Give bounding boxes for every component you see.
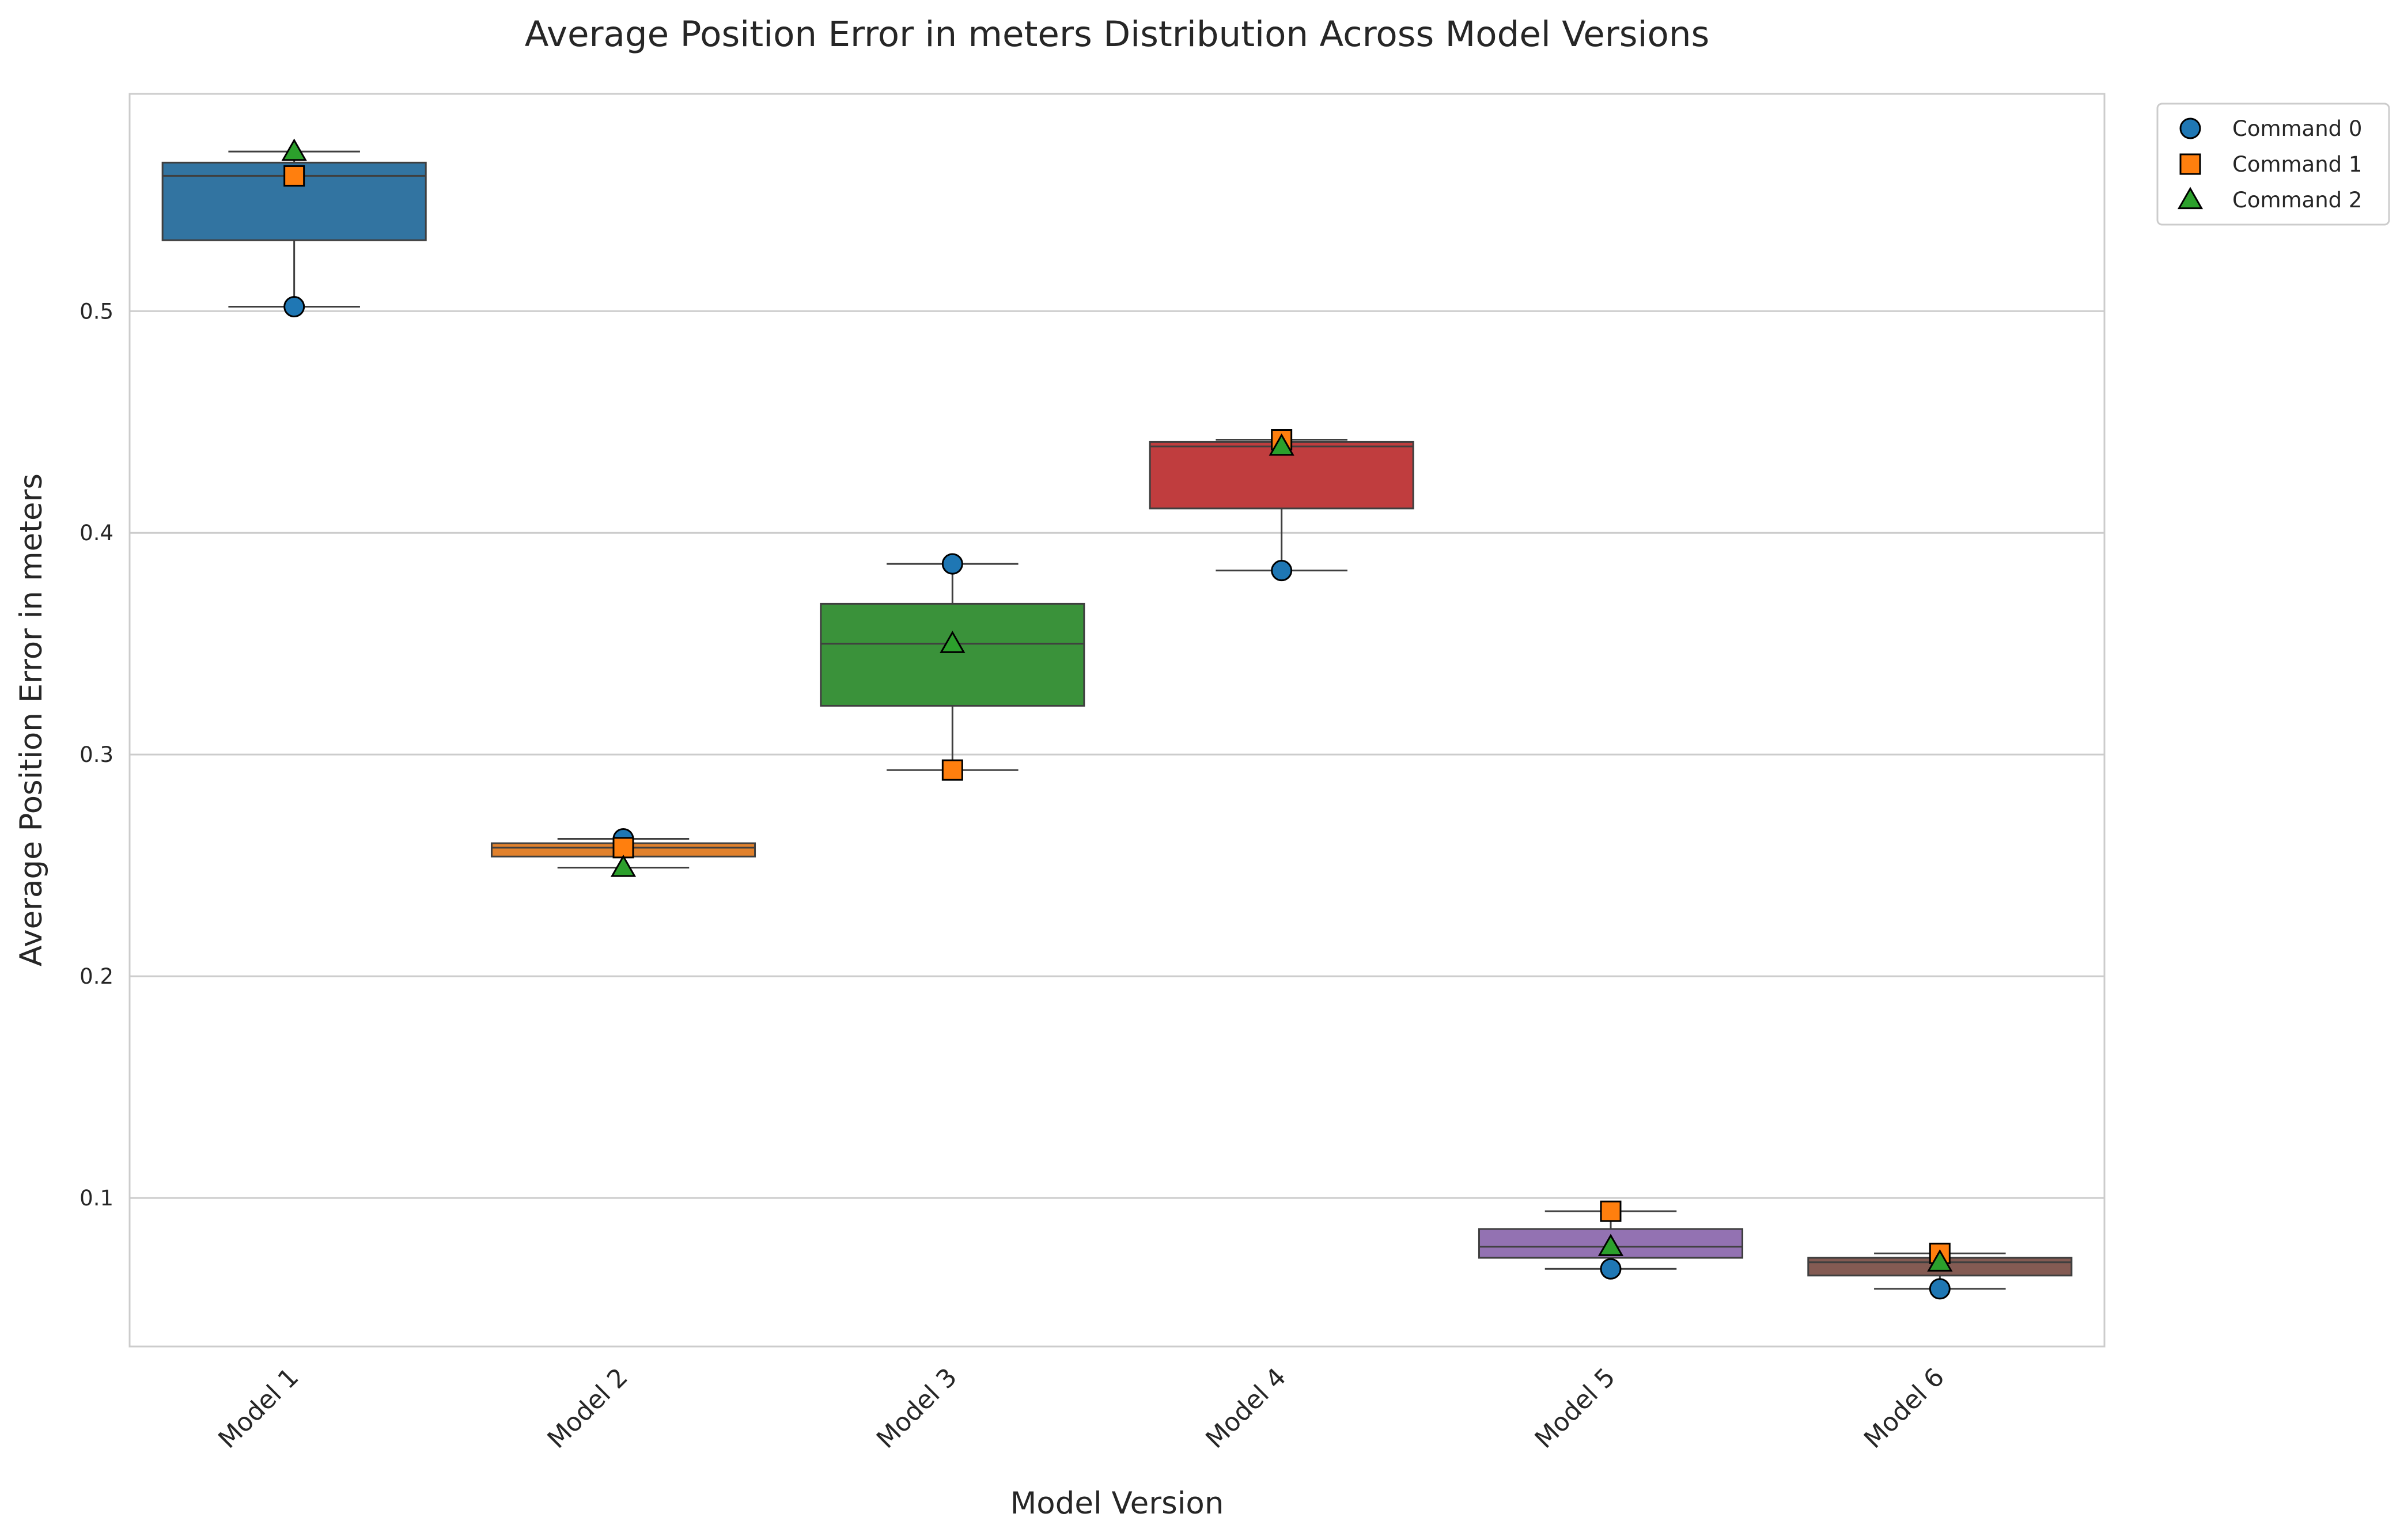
point-command-0 <box>283 296 305 318</box>
y-axis-label: Average Position Error in meters <box>14 473 49 966</box>
legend-frame <box>2156 103 2390 226</box>
box-3 <box>820 563 1085 771</box>
plot-area <box>128 93 2106 1348</box>
point-command-2 <box>281 138 307 161</box>
legend-marker-command-1 <box>2179 153 2201 175</box>
y-tick-label: 0.4 <box>79 521 113 545</box>
box-body <box>820 602 1085 707</box>
y-tick-labels: 0.1 0.2 0.3 0.4 0.5 <box>79 299 113 1211</box>
y-tick-label: 0.2 <box>79 964 113 989</box>
legend-label-command-1: Command 1 <box>2232 152 2362 177</box>
legend: Command 0 Command 1 Command 2 <box>2156 103 2390 226</box>
legend-label-command-0: Command 0 <box>2232 116 2362 141</box>
point-command-1 <box>941 759 963 781</box>
point-command-2 <box>940 631 966 653</box>
legend-marker-command-0 <box>2179 117 2201 139</box>
chart-title: Average Position Error in meters Distrib… <box>525 14 1710 55</box>
point-command-0 <box>1929 1278 1951 1300</box>
point-command-2 <box>1597 1234 1624 1256</box>
data-points <box>281 138 1953 1300</box>
x-axis-label: Model Version <box>1010 1486 1224 1521</box>
point-command-0 <box>941 553 963 575</box>
y-tick-label: 0.5 <box>79 299 113 324</box>
gridlines <box>130 310 2104 1199</box>
y-tick-label: 0.3 <box>79 742 113 767</box>
point-command-2 <box>1927 1249 1953 1272</box>
legend-label-command-2: Command 2 <box>2232 188 2362 213</box>
point-command-1 <box>612 837 634 859</box>
y-tick-label: 0.1 <box>79 1186 113 1211</box>
point-command-1 <box>1600 1200 1622 1222</box>
point-command-1 <box>283 165 305 187</box>
point-command-2 <box>610 854 637 877</box>
point-command-0 <box>1271 560 1293 582</box>
point-command-0 <box>1600 1258 1622 1280</box>
legend-marker-command-2 <box>2177 187 2204 210</box>
point-command-2 <box>1269 433 1294 456</box>
